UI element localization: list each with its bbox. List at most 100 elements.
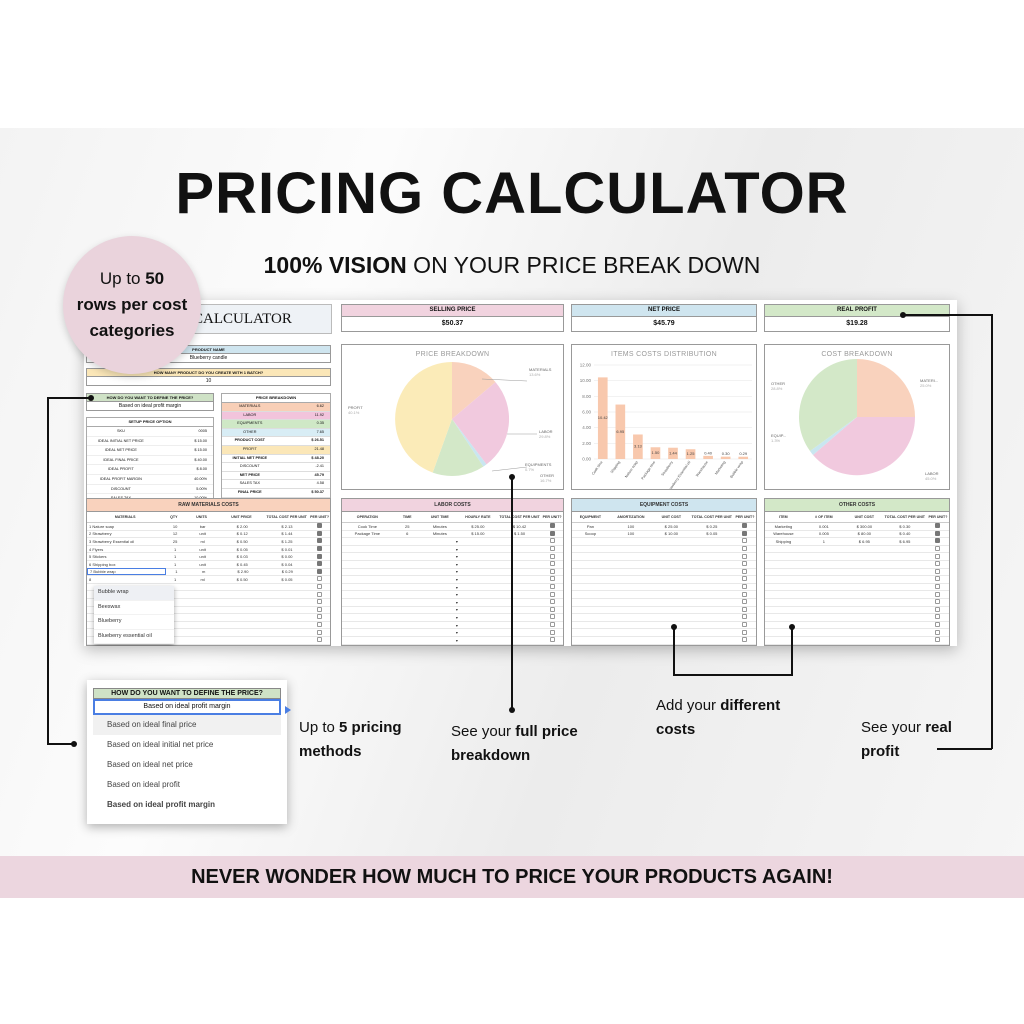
- material-cell[interactable]: 1 Nature soap: [89, 523, 115, 529]
- unit-cost-cell[interactable]: $ 10.00: [664, 531, 679, 537]
- equipment-cell[interactable]: Scoop: [584, 531, 597, 537]
- material-cell[interactable]: 6 Shipping box: [89, 561, 116, 567]
- per-unit-checkbox[interactable]: [317, 584, 323, 590]
- unit-price-cell[interactable]: $ 2.90: [237, 569, 249, 575]
- per-unit-checkbox[interactable]: [935, 523, 941, 529]
- per-unit-checkbox[interactable]: [549, 523, 555, 529]
- units-cell[interactable]: unit: [199, 561, 206, 567]
- units-cell[interactable]: unit: [199, 546, 206, 552]
- per-unit-checkbox[interactable]: [317, 546, 323, 552]
- per-unit-checkbox[interactable]: [549, 561, 555, 567]
- per-unit-checkbox[interactable]: [742, 561, 748, 567]
- per-unit-checkbox[interactable]: [549, 530, 555, 536]
- per-unit-checkbox[interactable]: [742, 599, 748, 605]
- per-unit-checkbox[interactable]: [317, 629, 323, 635]
- unit-price-cell[interactable]: $ 0.12: [236, 531, 248, 537]
- unit-price-cell[interactable]: $ 2.00: [236, 523, 248, 529]
- per-unit-checkbox[interactable]: [549, 591, 555, 597]
- item-cell[interactable]: Warehouse: [773, 531, 794, 537]
- popup-option[interactable]: Based on ideal final price: [93, 715, 281, 735]
- per-unit-checkbox[interactable]: [935, 606, 941, 612]
- item-cell[interactable]: Shipping: [775, 538, 792, 544]
- units-cell[interactable]: unit: [199, 531, 206, 537]
- material-cell[interactable]: 7 Bubble wrap: [87, 568, 167, 576]
- popup-selected[interactable]: Based on ideal profit margin: [93, 699, 281, 715]
- setup-value[interactable]: 40.00%: [194, 476, 207, 481]
- define-select[interactable]: Based on ideal profit margin: [86, 402, 214, 411]
- units-cell[interactable]: unit: [199, 554, 206, 560]
- setup-value[interactable]: 5.00%: [196, 486, 207, 491]
- popup-option[interactable]: Based on ideal profit margin: [107, 800, 216, 809]
- materials-dropdown[interactable]: Bubble wrap Beeswax Blueberry Blueberry ess…: [94, 586, 174, 644]
- per-unit-checkbox[interactable]: [935, 599, 941, 605]
- per-unit-checkbox[interactable]: [935, 546, 941, 552]
- per-unit-checkbox[interactable]: [549, 637, 555, 643]
- per-unit-checkbox[interactable]: [317, 561, 323, 567]
- material-cell[interactable]: 4 Flyers: [89, 546, 104, 552]
- batch-value[interactable]: 10: [86, 377, 331, 386]
- popup-option[interactable]: Based on ideal net price: [107, 760, 193, 769]
- per-unit-checkbox[interactable]: [317, 622, 323, 628]
- per-unit-checkbox[interactable]: [549, 553, 555, 559]
- per-unit-checkbox[interactable]: [742, 637, 748, 643]
- per-unit-checkbox[interactable]: [935, 622, 941, 628]
- unit-cost-cell[interactable]: $ 25.00: [664, 523, 679, 529]
- per-unit-checkbox[interactable]: [549, 606, 555, 612]
- per-unit-checkbox[interactable]: [935, 614, 941, 620]
- item-count-cell[interactable]: 0.005: [818, 531, 829, 537]
- per-unit-checkbox[interactable]: [549, 599, 555, 605]
- material-cell[interactable]: 2 Strawberry: [89, 531, 112, 537]
- per-unit-checkbox[interactable]: [317, 614, 323, 620]
- unit-price-cell[interactable]: $ 0.05: [236, 546, 248, 552]
- hourly-rate-cell[interactable]: $ 15.00: [471, 531, 485, 537]
- item-cell[interactable]: Marketing: [774, 523, 793, 529]
- qty-cell[interactable]: 1: [173, 546, 177, 552]
- qty-cell[interactable]: 1: [175, 569, 178, 575]
- dropdown-option[interactable]: Blueberry: [94, 615, 174, 630]
- material-cell[interactable]: 8: [89, 576, 92, 582]
- per-unit-checkbox[interactable]: [549, 576, 555, 582]
- per-unit-checkbox[interactable]: [317, 606, 323, 612]
- per-unit-checkbox[interactable]: [317, 538, 323, 544]
- time-cell[interactable]: 6: [406, 531, 409, 537]
- per-unit-checkbox[interactable]: [742, 538, 748, 544]
- unit-cost-cell[interactable]: $ 300.00: [856, 523, 873, 529]
- units-cell[interactable]: ml: [200, 576, 205, 582]
- unit-price-cell[interactable]: $ 0.45: [236, 561, 248, 567]
- operation-cell[interactable]: Package Time: [354, 531, 381, 537]
- per-unit-checkbox[interactable]: [742, 568, 748, 574]
- unit-time-cell[interactable]: Minutes: [432, 523, 447, 529]
- per-unit-checkbox[interactable]: [549, 568, 555, 574]
- per-unit-checkbox[interactable]: [935, 530, 941, 536]
- operation-cell[interactable]: Cook Time: [357, 523, 377, 529]
- units-cell[interactable]: m: [201, 569, 206, 575]
- per-unit-checkbox[interactable]: [935, 591, 941, 597]
- qty-cell[interactable]: 10: [172, 523, 178, 529]
- qty-cell[interactable]: 1: [173, 576, 177, 582]
- setup-value[interactable]: $ 40.00: [194, 457, 207, 462]
- per-unit-checkbox[interactable]: [549, 546, 555, 552]
- amortization-cell[interactable]: 100: [627, 523, 635, 529]
- per-unit-checkbox[interactable]: [317, 523, 323, 529]
- item-count-cell[interactable]: 1: [822, 538, 825, 544]
- per-unit-checkbox[interactable]: [549, 584, 555, 590]
- per-unit-checkbox[interactable]: [742, 523, 748, 529]
- qty-cell[interactable]: 1: [173, 561, 177, 567]
- unit-price-cell[interactable]: $ 0.03: [236, 554, 248, 560]
- popup-option[interactable]: Based on ideal profit: [107, 780, 180, 789]
- per-unit-checkbox[interactable]: [549, 622, 555, 628]
- unit-cost-cell[interactable]: $ 80.00: [857, 531, 872, 537]
- per-unit-checkbox[interactable]: [935, 576, 941, 582]
- per-unit-checkbox[interactable]: [742, 606, 748, 612]
- dropdown-option[interactable]: Blueberry essential oil: [94, 630, 174, 644]
- setup-value[interactable]: $ 8.00: [196, 467, 207, 472]
- per-unit-checkbox[interactable]: [935, 553, 941, 559]
- setup-value[interactable]: 0005: [198, 429, 207, 433]
- unit-price-cell[interactable]: $ 0.50: [236, 538, 248, 544]
- per-unit-checkbox[interactable]: [742, 614, 748, 620]
- units-cell[interactable]: bar: [199, 523, 206, 529]
- material-cell[interactable]: 5 Stickers: [89, 554, 107, 560]
- per-unit-checkbox[interactable]: [935, 538, 941, 544]
- qty-cell[interactable]: 12: [172, 531, 178, 537]
- qty-cell[interactable]: 25: [172, 538, 178, 544]
